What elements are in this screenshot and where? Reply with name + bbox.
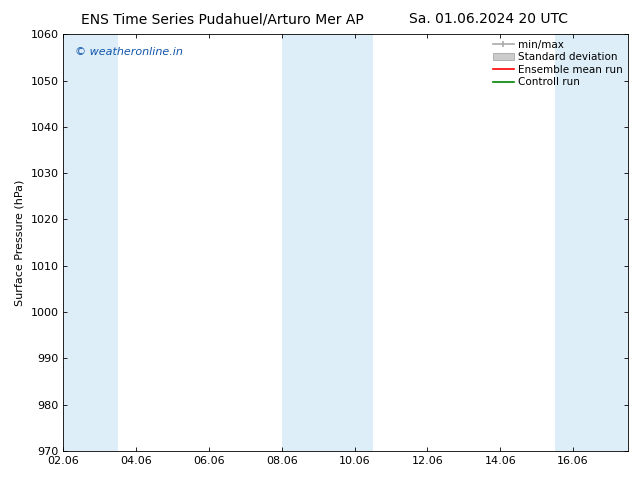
Y-axis label: Surface Pressure (hPa): Surface Pressure (hPa) bbox=[15, 179, 25, 306]
Text: © weatheronline.in: © weatheronline.in bbox=[75, 47, 183, 57]
Bar bbox=[555, 34, 628, 451]
Text: ENS Time Series Pudahuel/Arturo Mer AP: ENS Time Series Pudahuel/Arturo Mer AP bbox=[81, 12, 363, 26]
Text: Sa. 01.06.2024 20 UTC: Sa. 01.06.2024 20 UTC bbox=[409, 12, 567, 26]
Bar bbox=[63, 34, 118, 451]
Legend: min/max, Standard deviation, Ensemble mean run, Controll run: min/max, Standard deviation, Ensemble me… bbox=[489, 36, 626, 91]
Bar bbox=[282, 34, 373, 451]
